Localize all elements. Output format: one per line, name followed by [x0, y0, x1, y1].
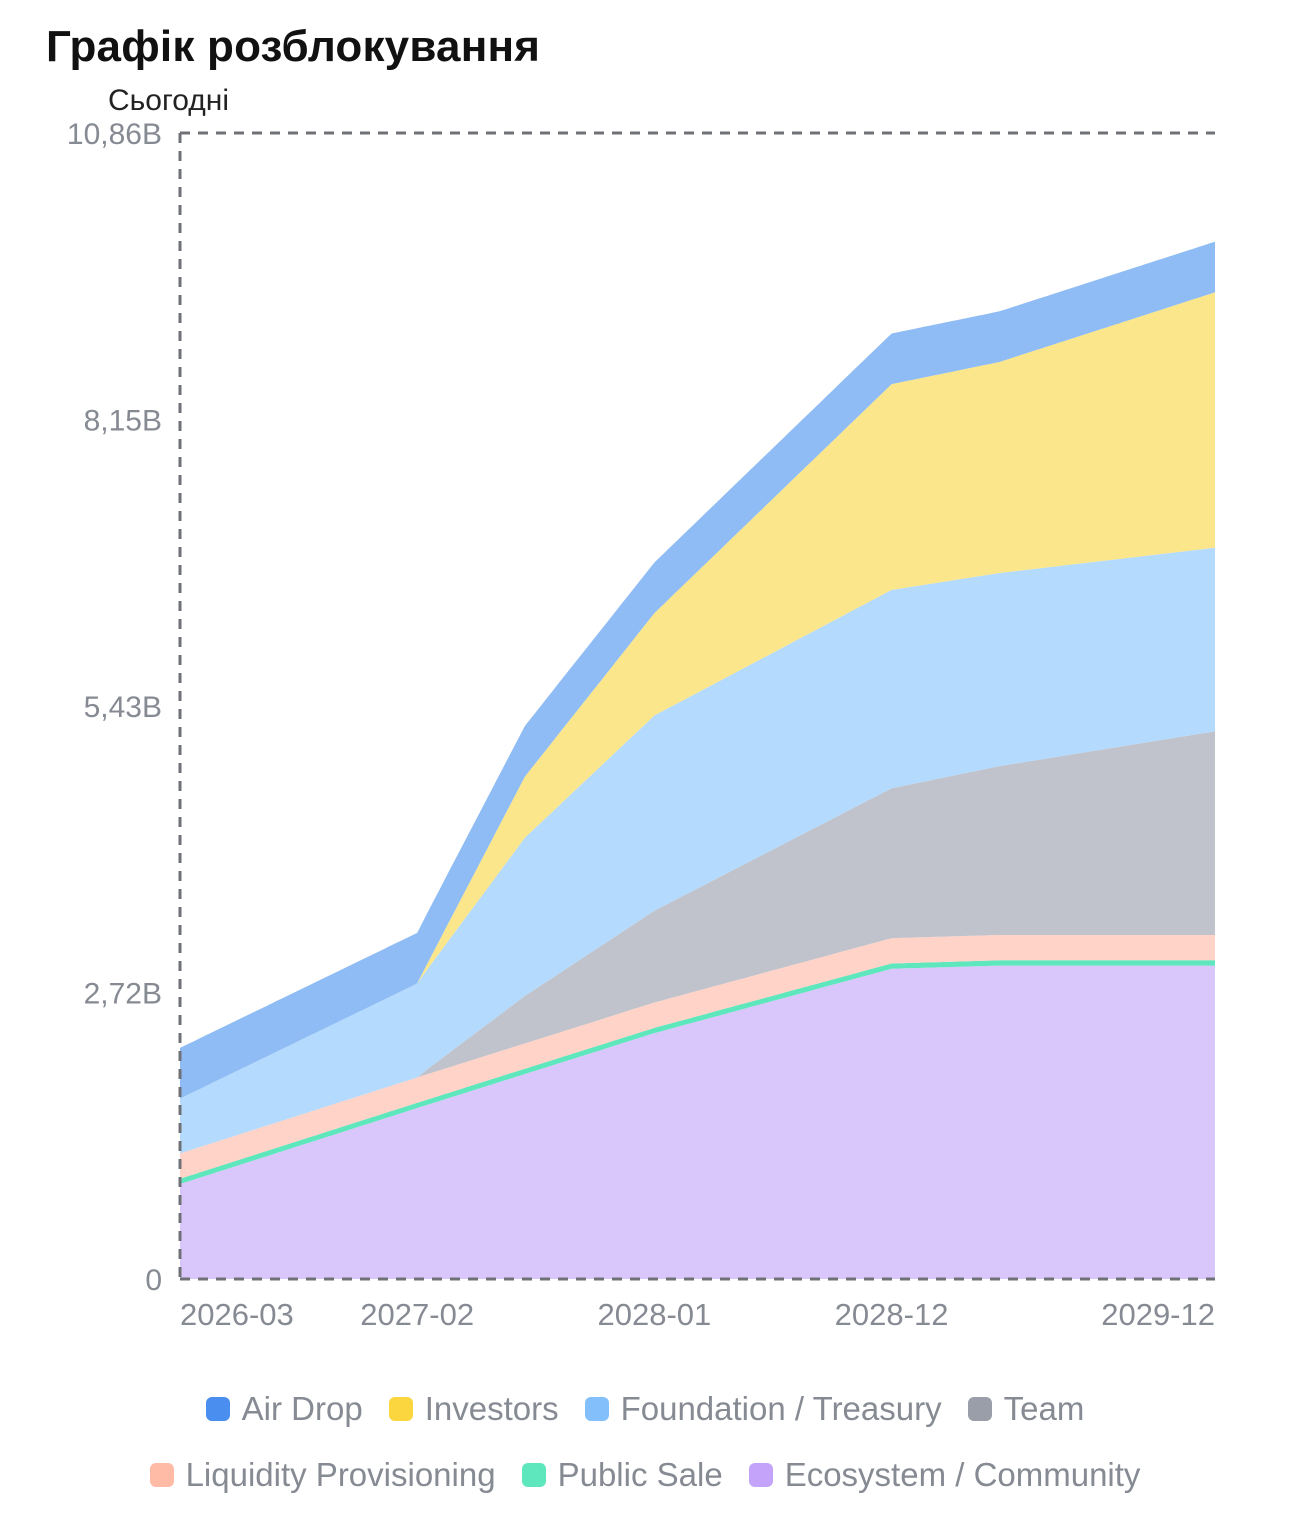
x-tick-label: 2028-12 [835, 1297, 949, 1332]
area-team [180, 731, 1215, 1154]
y-tick-label: 2,72B [84, 978, 162, 1011]
y-axis-ticks: 0 2,72B 5,43B 8,15B 10,86B [67, 118, 162, 1297]
area-air-drop [180, 241, 1215, 1099]
legend-swatch [521, 1463, 546, 1487]
x-tick-label: 2027-02 [360, 1297, 474, 1332]
legend-swatch [149, 1463, 174, 1487]
legend-label: Ecosystem / Community [784, 1456, 1141, 1493]
series-areas [180, 241, 1215, 1279]
y-tick-label: 0 [145, 1264, 162, 1297]
legend-swatch [748, 1463, 773, 1487]
area-ecosystem-community [180, 965, 1215, 1279]
area-liquidity-provisioning [180, 935, 1215, 1179]
legend-item[interactable]: Air Drop [205, 1390, 363, 1428]
legend-item[interactable]: Investors [388, 1390, 559, 1428]
legend-label: Air Drop [241, 1390, 363, 1427]
legend-label: Liquidity Provisioning [185, 1456, 496, 1493]
today-marker-label: Сьогодні [108, 84, 230, 117]
area-foundation-treasury [180, 547, 1215, 1154]
legend-label: Investors [424, 1390, 559, 1427]
area-investors [180, 292, 1215, 1099]
y-tick-label: 10,86B [67, 118, 162, 151]
legend-swatch [388, 1397, 413, 1421]
legend-item[interactable]: Public Sale [521, 1456, 723, 1494]
legend-item[interactable]: Foundation / Treasury [584, 1390, 942, 1428]
x-tick-label: 2026-03 [180, 1297, 294, 1332]
legend-row-2: Liquidity Provisioning Public Sale Ecosyst… [0, 1456, 1290, 1494]
legend-item[interactable]: Liquidity Provisioning [149, 1456, 496, 1494]
y-tick-label: 5,43B [84, 691, 162, 724]
legend-label: Foundation / Treasury [620, 1390, 942, 1427]
legend-swatch [584, 1397, 609, 1421]
legend-swatch [205, 1397, 230, 1421]
x-axis-ticks: 2026-03 2027-02 2028-01 2028-12 2029-12 [180, 1297, 1215, 1332]
legend-item[interactable]: Team [967, 1390, 1085, 1428]
x-tick-label: 2028-01 [597, 1297, 711, 1332]
x-tick-label: 2029-12 [1101, 1297, 1215, 1332]
legend-row-1: Air Drop Investors Foundation / Treasury Te… [0, 1390, 1290, 1428]
legend-item[interactable]: Ecosystem / Community [748, 1456, 1141, 1494]
legend-swatch [967, 1397, 992, 1421]
y-tick-label: 8,15B [84, 405, 162, 438]
legend-label: Public Sale [557, 1456, 723, 1493]
page-title: Графік розблокування [46, 22, 541, 71]
legend-label: Team [1003, 1390, 1085, 1427]
